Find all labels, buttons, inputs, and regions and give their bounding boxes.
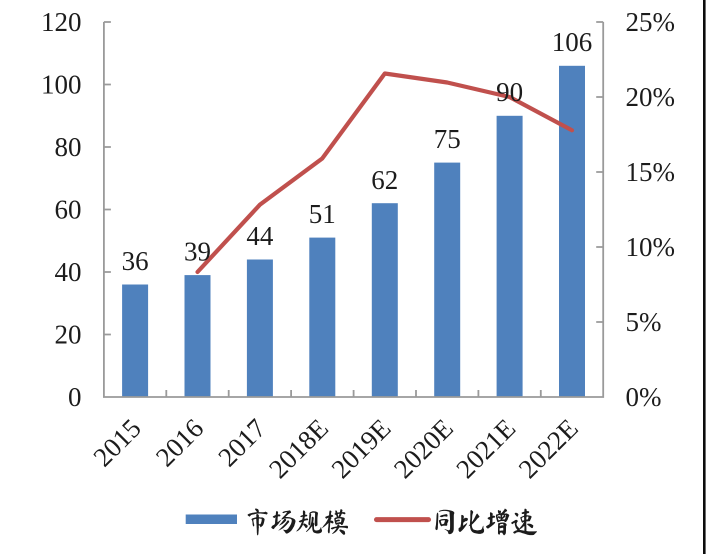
svg-text:20: 20 — [55, 320, 82, 350]
svg-text:106: 106 — [552, 27, 593, 57]
svg-text:44: 44 — [246, 221, 274, 251]
svg-text:20%: 20% — [626, 82, 676, 112]
svg-text:120: 120 — [41, 7, 82, 37]
svg-text:39: 39 — [184, 237, 211, 267]
svg-text:75: 75 — [434, 124, 461, 154]
svg-text:90: 90 — [496, 77, 523, 107]
svg-text:80: 80 — [55, 132, 82, 162]
svg-text:0%: 0% — [626, 382, 662, 412]
svg-text:15%: 15% — [626, 157, 676, 187]
svg-text:25%: 25% — [626, 7, 676, 37]
svg-text:0: 0 — [68, 382, 82, 412]
svg-text:10%: 10% — [626, 232, 676, 262]
svg-text:36: 36 — [122, 246, 149, 276]
svg-text:60: 60 — [55, 195, 82, 225]
svg-text:100: 100 — [41, 70, 82, 100]
svg-text:5%: 5% — [626, 307, 662, 337]
svg-text:62: 62 — [371, 165, 398, 195]
svg-text:40: 40 — [55, 257, 82, 287]
svg-text:51: 51 — [309, 199, 336, 229]
